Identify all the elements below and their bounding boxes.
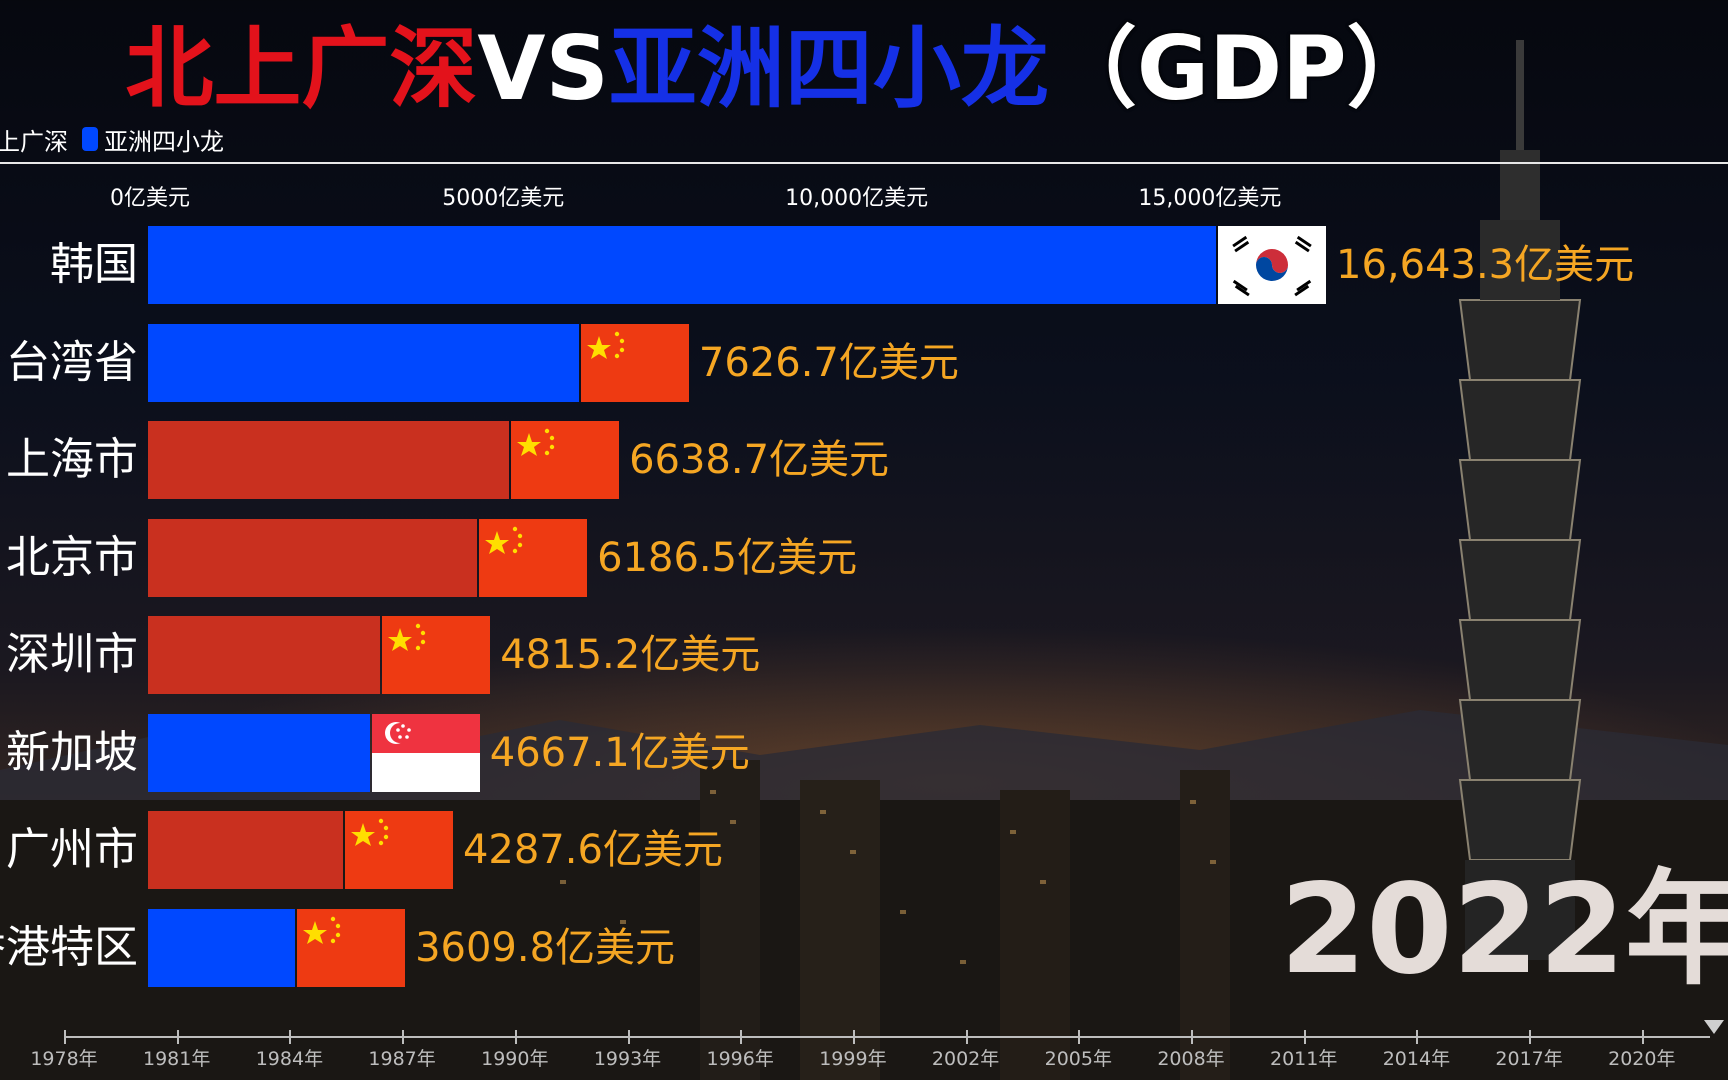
south-korea-flag-icon <box>1218 226 1326 304</box>
legend-item-red-label: 北上广深 <box>0 127 68 156</box>
category-label-text: 广州市 <box>6 824 138 875</box>
timeline-year-label[interactable]: 1984年 <box>255 1048 324 1070</box>
legend-divider <box>0 162 1728 164</box>
timeline-year-label[interactable]: 1993年 <box>593 1048 662 1070</box>
bar <box>148 811 343 889</box>
timeline-year-label[interactable]: 1990年 <box>481 1048 549 1070</box>
timeline-tick <box>514 1030 517 1044</box>
title-part-four-asian-tigers: 亚洲四小龙 <box>608 17 1049 120</box>
category-label-text: 上海市 <box>6 434 138 485</box>
timeline-year-label[interactable]: 2005年 <box>1044 1048 1112 1070</box>
category-label-text: 台湾省 <box>6 336 138 388</box>
china-flag-icon <box>344 811 453 889</box>
timeline-tick <box>852 1030 855 1044</box>
timeline-tick <box>1191 1030 1193 1044</box>
title-part-vs: VS <box>477 17 609 120</box>
timeline-year-label[interactable]: 2011年 <box>1270 1048 1338 1070</box>
bar <box>148 518 478 597</box>
china-flag-icon <box>580 323 689 402</box>
value-label: 6186.5亿美元 <box>597 534 858 581</box>
timeline-tick <box>1303 1030 1306 1044</box>
timeline-tick <box>965 1030 968 1044</box>
timeline-tick <box>1641 1030 1644 1044</box>
value-label: 3609.8亿美元 <box>415 924 676 971</box>
category-label-text: 香港特区 <box>0 921 138 973</box>
timeline-tick <box>64 1030 66 1044</box>
taipei-101-silhouette <box>1458 40 1582 960</box>
timeline-year-label[interactable]: 1996年 <box>706 1048 774 1070</box>
bar <box>148 713 370 792</box>
category-label-text: 新加坡 <box>6 726 138 778</box>
timeline-year-label[interactable]: 1981年 <box>143 1048 211 1070</box>
timeline-tick <box>1529 1030 1532 1044</box>
category-label: 上海市 <box>0 421 138 499</box>
legend-item-blue-label: 亚洲四小龙 <box>104 127 224 156</box>
timeline-year-label[interactable]: 1987年 <box>368 1048 436 1070</box>
chart-title: 北上广深VS亚洲四小龙（GDP） <box>0 14 1560 124</box>
timeline-tick <box>402 1030 405 1044</box>
timeline-track <box>64 1036 1710 1038</box>
china-flag-icon <box>511 421 620 499</box>
category-label: 韩国 <box>0 226 138 304</box>
timeline-tick <box>1416 1030 1419 1044</box>
x-tick-label: 0亿美元 <box>110 186 190 211</box>
timeline-year-label[interactable]: 2020年 <box>1608 1048 1676 1070</box>
legend: 北上广深 亚洲四小龙 <box>0 122 224 156</box>
x-tick-label: 5000亿美元 <box>442 186 565 211</box>
timeline-year-label[interactable]: 2017年 <box>1495 1048 1563 1070</box>
timeline-tick <box>176 1030 179 1044</box>
value-label: 4667.1亿美元 <box>489 729 750 776</box>
x-tick-label: 15,000亿美元 <box>1138 186 1282 211</box>
bar <box>148 323 579 402</box>
value-label: 6638.7亿美元 <box>629 437 890 483</box>
timeline-handle[interactable] <box>1704 1020 1724 1034</box>
bar <box>148 908 296 987</box>
singapore-flag-icon <box>371 713 480 792</box>
bar <box>148 421 510 499</box>
china-flag-icon <box>479 518 588 597</box>
timeline-year-label[interactable]: 2002年 <box>931 1048 1000 1070</box>
title-part-gdp: （GDP） <box>1048 17 1435 120</box>
category-label: 香港特区 <box>0 909 138 987</box>
timeline-tick <box>1078 1030 1081 1044</box>
title-part-north-shanghai-guangzhou-shenzhen: 北上广深 <box>125 17 478 120</box>
category-label-text: 韩国 <box>50 239 138 290</box>
legend-swatch-blue <box>82 127 98 151</box>
china-flag-icon <box>382 616 491 694</box>
bar <box>148 226 1216 304</box>
category-label: 台湾省 <box>0 324 138 402</box>
timeline-year-label[interactable]: 1999年 <box>819 1048 887 1070</box>
china-flag-icon <box>297 908 406 987</box>
category-label: 北京市 <box>0 519 138 597</box>
timeline-tick <box>289 1030 292 1044</box>
x-tick-label: 10,000亿美元 <box>785 186 929 211</box>
bar <box>148 616 381 694</box>
category-label: 新加坡 <box>0 714 138 792</box>
current-year-label: 2022年 <box>1280 858 1728 1002</box>
timeline-year-label[interactable]: 2008年 <box>1157 1048 1225 1070</box>
category-label: 广州市 <box>0 811 138 889</box>
category-label-text: 北京市 <box>6 531 138 583</box>
timeline-tick <box>627 1030 630 1044</box>
timeline-tick <box>740 1030 743 1044</box>
category-label: 深圳市 <box>0 616 138 694</box>
timeline-year-label[interactable]: 1978年 <box>30 1048 98 1070</box>
timeline-year-label[interactable]: 2014年 <box>1382 1048 1451 1070</box>
value-label: 7626.7亿美元 <box>698 339 959 386</box>
category-label-text: 深圳市 <box>6 629 138 680</box>
value-label: 16,643.3亿美元 <box>1336 242 1635 288</box>
value-label: 4815.2亿美元 <box>500 632 761 678</box>
value-label: 4287.6亿美元 <box>462 827 723 873</box>
